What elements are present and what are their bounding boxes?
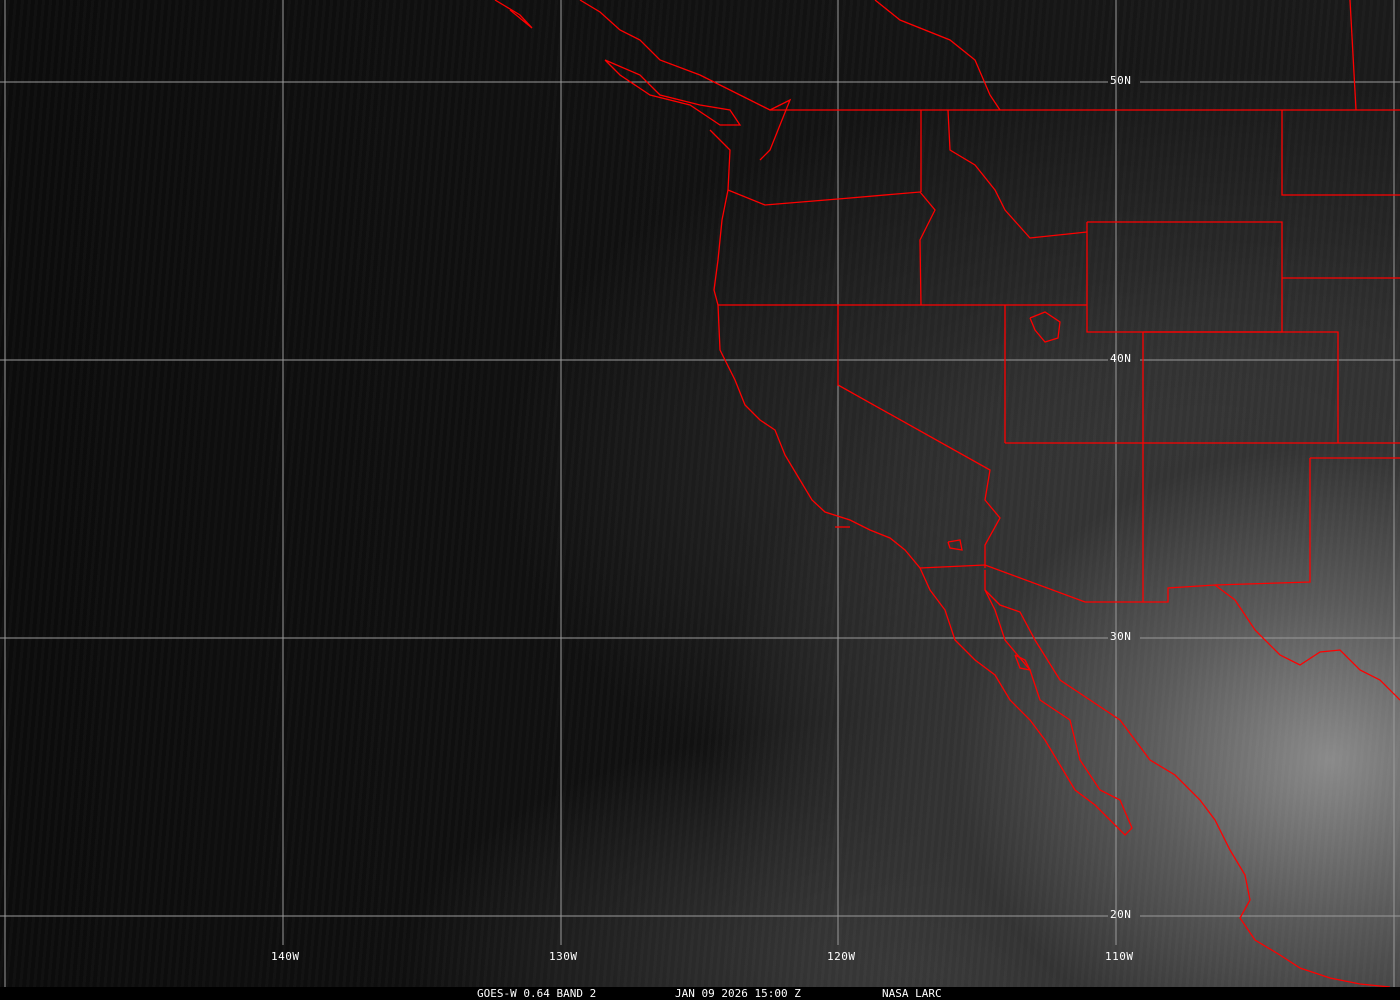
border-ca-nv xyxy=(837,305,1001,568)
latitude-label-30n: 30N xyxy=(1110,630,1132,643)
coastline-mexico-mainland xyxy=(984,589,1391,987)
great-salt-lake xyxy=(1029,311,1061,343)
coastline-west xyxy=(709,129,1133,836)
coastline-north xyxy=(494,0,533,29)
longitude-label-110w: 110W xyxy=(1105,950,1134,963)
border-mt-nd xyxy=(1281,110,1400,196)
border-canada-north xyxy=(874,0,1001,111)
political-boundaries xyxy=(494,0,1400,987)
vancouver-island xyxy=(604,59,742,126)
salton-sea xyxy=(947,539,963,551)
border-us-mexico xyxy=(919,564,1400,701)
longitude-label-140w: 140W xyxy=(271,950,300,963)
source-label: NASA LARC xyxy=(882,987,942,1000)
datetime-label: JAN 09 2026 15:00 Z xyxy=(675,987,801,1000)
coastline-bc xyxy=(579,0,792,161)
latitude-label-20n: 20N xyxy=(1110,908,1132,921)
image-caption-bar: GOES-W 0.64 BAND 2 JAN 09 2026 15:00 Z N… xyxy=(0,987,1400,1000)
border-canada-east xyxy=(1349,0,1357,111)
border-nm-tx xyxy=(1214,458,1311,586)
border-id-mt xyxy=(947,109,1088,239)
product-label: GOES-W 0.64 BAND 2 xyxy=(477,987,597,1000)
gulf-island xyxy=(1014,654,1032,671)
longitude-label-130w: 130W xyxy=(549,950,578,963)
border-colorado xyxy=(1143,331,1339,443)
border-wa-or xyxy=(727,189,936,306)
longitude-label-120w: 120W xyxy=(827,950,856,963)
latitude-label-50n: 50N xyxy=(1110,74,1132,87)
latitude-label-40n: 40N xyxy=(1110,352,1132,365)
